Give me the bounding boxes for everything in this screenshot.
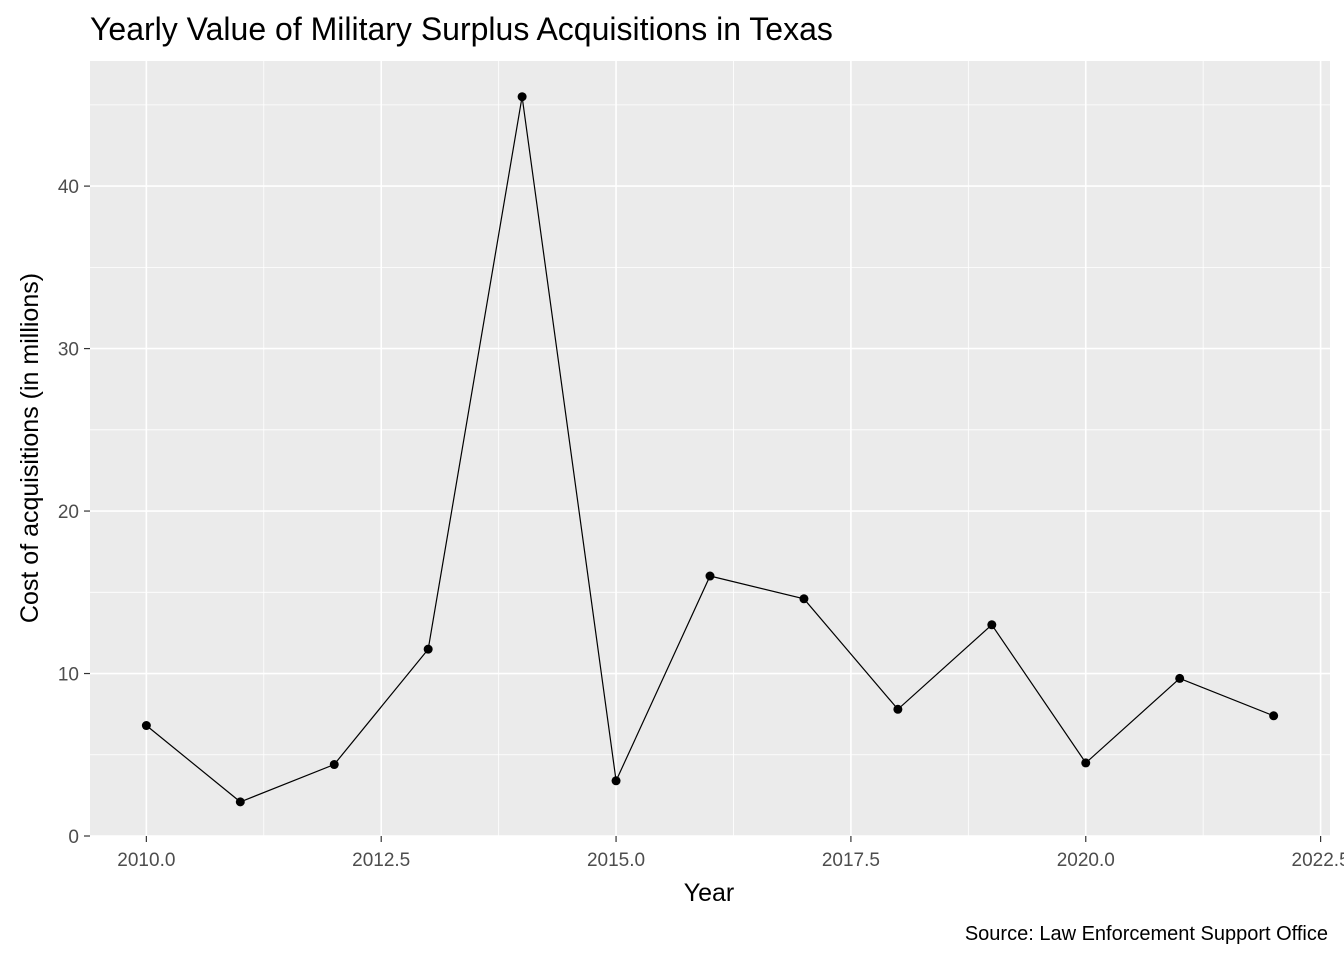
plot-panel	[90, 61, 1330, 836]
x-tick-label: 2015.0	[587, 850, 645, 871]
data-point	[706, 572, 715, 581]
data-point	[330, 760, 339, 769]
data-point	[612, 776, 621, 785]
data-point	[424, 645, 433, 654]
chart-title: Yearly Value of Military Surplus Acquisi…	[90, 11, 833, 47]
x-tick-label: 2017.5	[822, 850, 880, 871]
y-axis-ticks: 0 10 20 30 40	[58, 177, 90, 848]
data-point	[987, 620, 996, 629]
x-tick-label: 2012.5	[352, 850, 410, 871]
y-axis-title: Cost of acquisitions (in millions)	[16, 273, 44, 623]
x-tick-label: 2020.0	[1057, 850, 1115, 871]
x-tick-label: 2022.5	[1292, 850, 1344, 871]
data-point	[518, 92, 527, 101]
source-caption: Source: Law Enforcement Support Office	[965, 923, 1328, 945]
y-tick-label: 0	[68, 827, 79, 848]
y-tick-label: 40	[58, 177, 79, 198]
y-tick-label: 10	[58, 665, 79, 686]
y-tick-label: 30	[58, 340, 79, 361]
x-axis-title: Year	[684, 879, 735, 907]
y-tick-label: 20	[58, 502, 79, 523]
x-axis-ticks: 2010.0 2012.5 2015.0 2017.5 2020.0 2022.5	[117, 836, 1344, 871]
data-point	[1081, 758, 1090, 767]
data-point	[799, 594, 808, 603]
data-point	[1175, 674, 1184, 683]
data-point	[1269, 711, 1278, 720]
data-point	[142, 721, 151, 730]
data-point	[236, 797, 245, 806]
data-point	[893, 705, 902, 714]
x-tick-label: 2010.0	[117, 850, 175, 871]
